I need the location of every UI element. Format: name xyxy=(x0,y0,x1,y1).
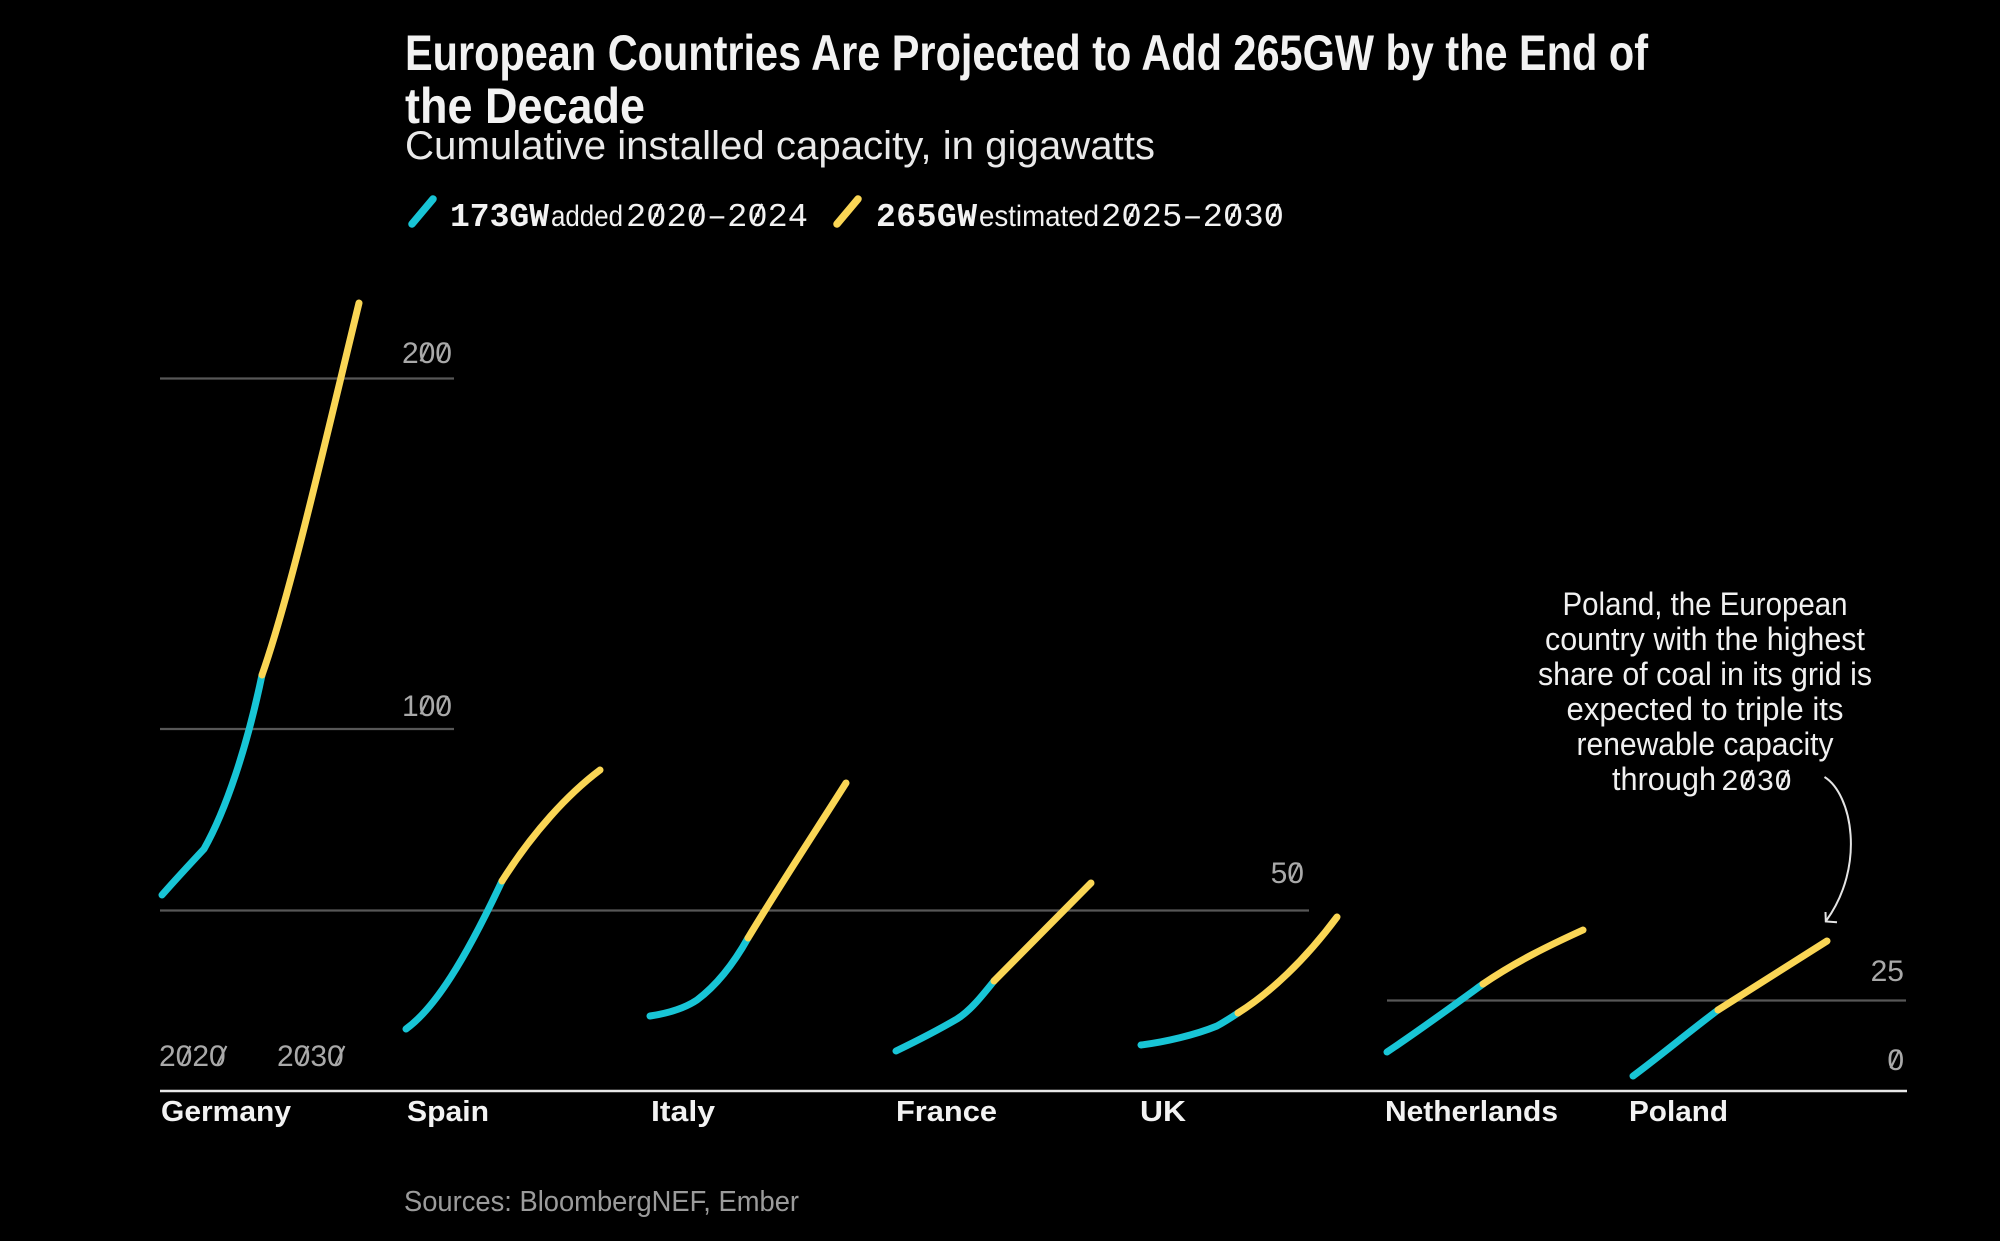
svg-text:100: 100 xyxy=(402,690,452,723)
svg-text:Sources: BloombergNEF, Ember: Sources: BloombergNEF, Ember xyxy=(404,1186,799,1218)
svg-text:2020: 2020 xyxy=(159,1040,226,1073)
svg-text:173GW: 173GW xyxy=(450,199,549,236)
svg-text:the Decade: the Decade xyxy=(405,78,645,134)
svg-text:Germany: Germany xyxy=(161,1096,291,1128)
svg-text:2025–2030: 2025–2030 xyxy=(1101,199,1284,236)
svg-text:265GW: 265GW xyxy=(876,199,977,236)
svg-text:2030: 2030 xyxy=(1721,766,1792,800)
svg-text:200: 200 xyxy=(402,337,452,370)
svg-text:Spain: Spain xyxy=(407,1096,489,1128)
svg-text:2020–2024: 2020–2024 xyxy=(626,199,808,236)
svg-text:through: through xyxy=(1612,761,1716,797)
svg-text:estimated: estimated xyxy=(979,200,1099,233)
svg-text:European Countries Are Project: European Countries Are Projected to Add … xyxy=(405,25,1648,81)
svg-text:UK: UK xyxy=(1140,1096,1186,1128)
svg-text:added: added xyxy=(551,200,623,233)
svg-text:Cumulative installed capacity,: Cumulative installed capacity, in gigawa… xyxy=(405,124,1155,168)
svg-text:Italy: Italy xyxy=(651,1096,715,1128)
svg-text:Poland, the European: Poland, the European xyxy=(1563,586,1848,622)
svg-text:Poland: Poland xyxy=(1629,1096,1728,1128)
svg-text:0: 0 xyxy=(1887,1044,1904,1077)
svg-text:share of coal in its grid is: share of coal in its grid is xyxy=(1538,656,1872,692)
svg-text:France: France xyxy=(896,1096,997,1128)
svg-text:50: 50 xyxy=(1271,857,1304,890)
svg-text:country with the highest: country with the highest xyxy=(1545,621,1865,657)
svg-text:expected to triple its: expected to triple its xyxy=(1567,691,1844,727)
svg-text:Netherlands: Netherlands xyxy=(1385,1096,1558,1128)
svg-text:25: 25 xyxy=(1871,955,1904,988)
svg-text:2030: 2030 xyxy=(277,1040,344,1073)
svg-text:renewable capacity: renewable capacity xyxy=(1577,726,1834,762)
